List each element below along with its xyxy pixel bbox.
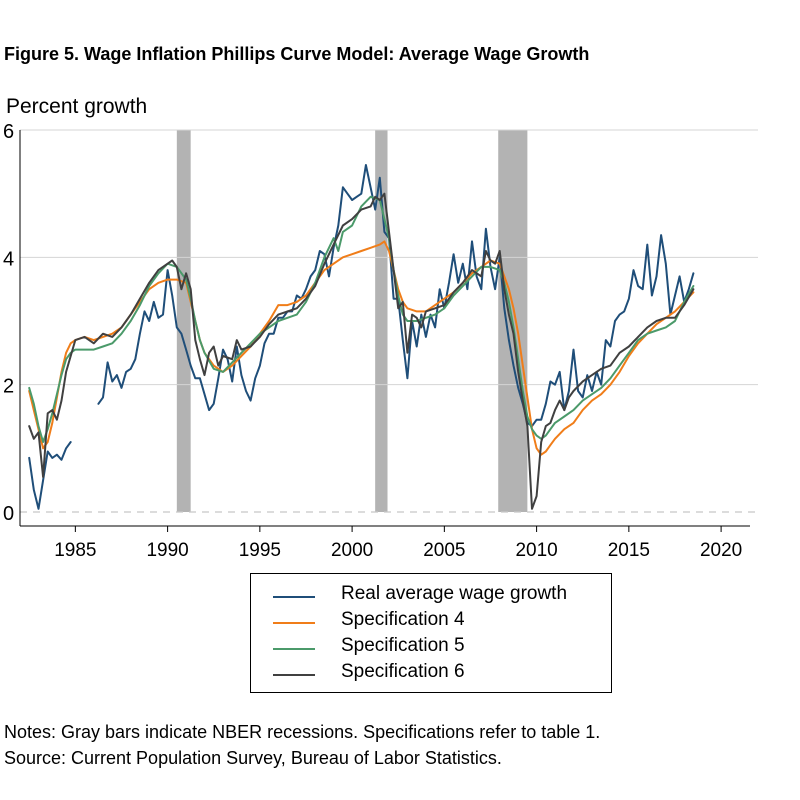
series-line: [28, 192, 695, 510]
series-line: [28, 441, 72, 510]
y-tick-label: 2: [3, 376, 14, 398]
legend-label: Specification 6: [341, 661, 465, 682]
y-axis-label: Percent growth: [6, 95, 148, 118]
legend: Real average wage growth Specification 4…: [250, 573, 612, 693]
series-line: [28, 240, 695, 456]
legend-label: Specification 4: [341, 609, 465, 630]
series-4: [28, 192, 695, 510]
series-line: [97, 164, 695, 428]
notes-text: Notes: Gray bars indicate NBER recession…: [4, 722, 601, 742]
x-tick-label: 2020: [700, 540, 742, 561]
recession-bars: [176, 130, 528, 512]
series-3: [28, 195, 695, 443]
y-tick-label: 6: [3, 121, 14, 143]
x-tick-label: 2005: [423, 540, 465, 561]
x-tick-label: 1985: [54, 540, 96, 561]
x-tick-label: 2015: [608, 540, 650, 561]
legend-label: Specification 5: [341, 635, 465, 656]
recession-bar: [176, 130, 191, 512]
y-tick-label: 4: [3, 248, 14, 270]
legend-swatch: [273, 622, 315, 624]
x-tick-label: 2000: [331, 540, 373, 561]
source-text: Source: Current Population Survey, Burea…: [4, 748, 502, 768]
legend-swatch: [273, 596, 315, 598]
axes: 0 2 4 6 1985 1990 1995 2000 2005 2010 2015 2020: [3, 121, 750, 561]
x-tick-label: 2010: [515, 540, 557, 561]
legend-swatch: [273, 648, 315, 650]
series-lines: [28, 164, 695, 510]
series-line: [28, 195, 695, 443]
x-tick-label: 1990: [146, 540, 188, 561]
x-tick-label: 1995: [239, 540, 281, 561]
chart-title: Figure 5. Wage Inflation Phillips Curve …: [4, 44, 590, 64]
series-1: [28, 164, 695, 510]
y-tick-label: 0: [3, 503, 14, 525]
series-2: [28, 240, 695, 456]
legend-swatch: [273, 674, 315, 676]
line-chart: 0 2 4 6 1985 1990 1995 2000 2005 2010 2015 2020: [3, 121, 758, 561]
gridlines: [20, 129, 758, 513]
legend-label: Real average wage growth: [341, 583, 568, 604]
